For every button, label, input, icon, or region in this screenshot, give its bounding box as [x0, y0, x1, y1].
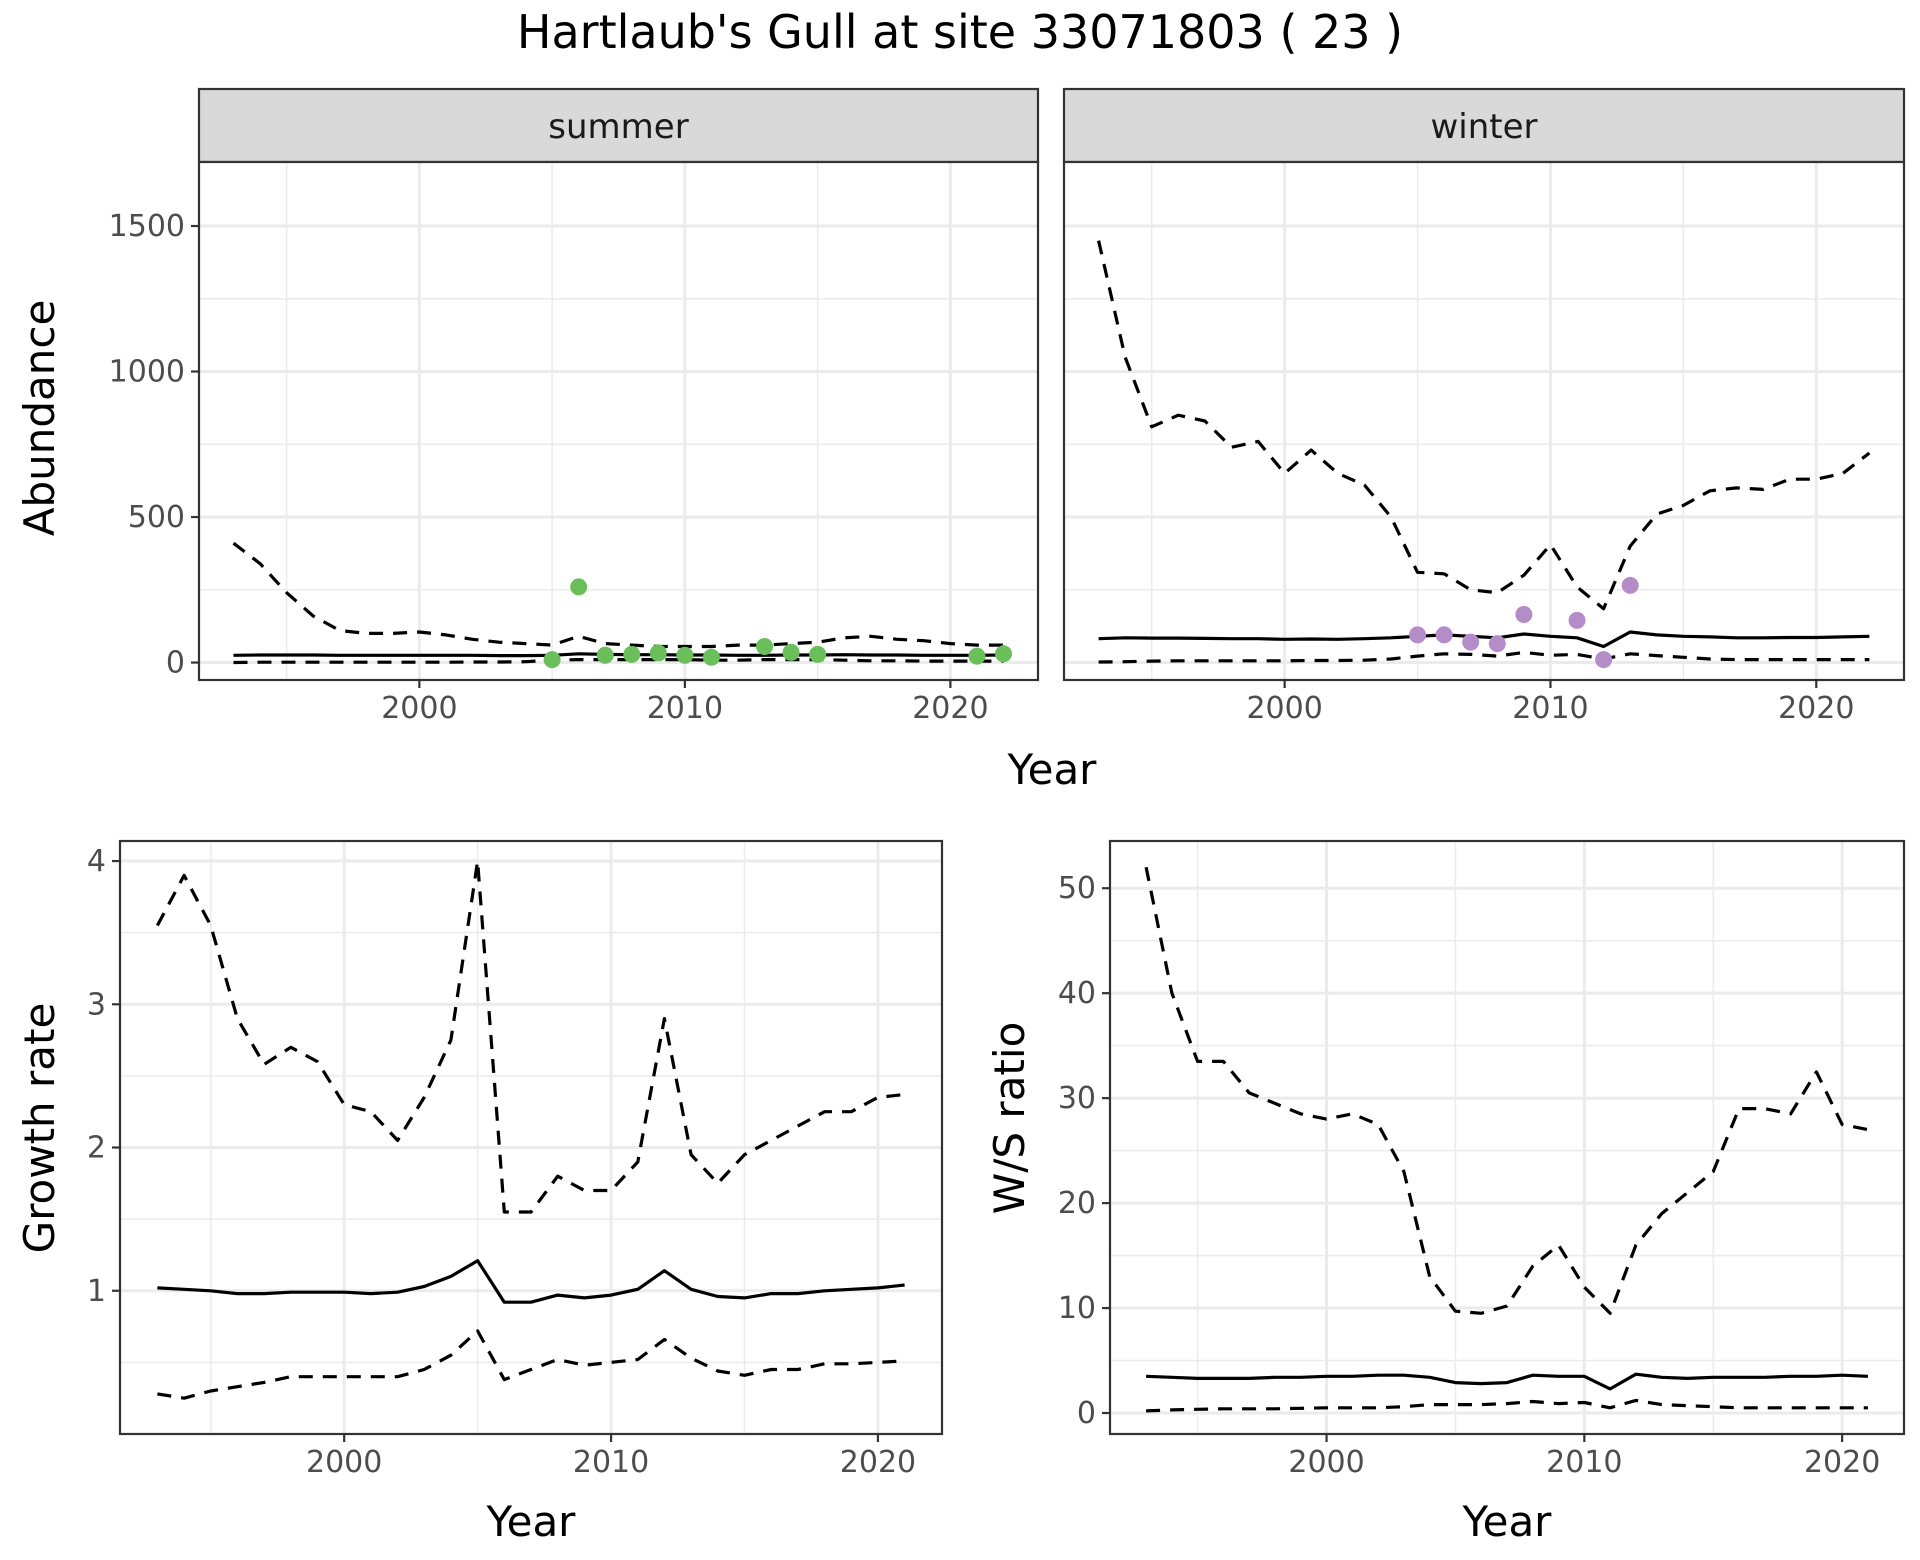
y-tick-label: 1500: [109, 209, 185, 244]
data-point: [994, 645, 1012, 663]
chart-panel-summer: 2000 2010 2020 0 500 1000 1500: [109, 160, 1040, 726]
y-tick-label: 1: [87, 1274, 106, 1309]
panel-border: [197, 160, 1040, 682]
x-tick-label: 2000: [1246, 691, 1322, 726]
data-point: [1488, 635, 1506, 653]
y-tick-label: 500: [128, 500, 185, 535]
x-tick-label: 2000: [306, 1445, 382, 1480]
data-point: [1462, 633, 1480, 651]
y-tick-label: 0: [1077, 1396, 1096, 1431]
y-tick-label: 0: [166, 646, 185, 681]
panel-background: [199, 162, 1038, 680]
chart-panel-ratio: 2000 2010 2020 0 10 20 30 40 50: [1058, 839, 1906, 1480]
x-tick-label: 2000: [381, 691, 457, 726]
data-point: [809, 645, 827, 663]
series-line-mean: [1098, 630, 1870, 649]
y-tick-label: 40: [1058, 976, 1096, 1011]
series-line-upper: [232, 541, 1004, 649]
series-line-mean: [157, 1259, 905, 1304]
growth-x-axis-title: Year: [486, 1497, 577, 1546]
data-point: [968, 647, 986, 665]
strip-label-winter: winter: [1430, 107, 1537, 147]
panel-background: [120, 841, 942, 1434]
y-tick-label: 3: [87, 987, 106, 1022]
x-tick-label: 2020: [912, 691, 988, 726]
y-tick-label: 10: [1058, 1291, 1096, 1326]
series-line-upper: [155, 859, 905, 1214]
data-point: [782, 643, 800, 661]
data-point: [1409, 626, 1427, 644]
y-tick-label: 1000: [109, 355, 185, 390]
x-tick-label: 2010: [1512, 691, 1588, 726]
ratio-y-axis-title: W/S ratio: [985, 1022, 1034, 1215]
x-tick-label: 2010: [647, 691, 723, 726]
series-line-upper: [1144, 866, 1869, 1315]
strip-label-summer: summer: [548, 107, 688, 147]
data-point: [596, 646, 614, 664]
data-point: [702, 648, 720, 666]
y-tick-label: 4: [87, 844, 106, 879]
abundance-x-axis-title: Year: [1007, 745, 1098, 794]
series-line-lower: [1098, 650, 1870, 664]
panel-border: [1108, 839, 1906, 1436]
panel-border: [1062, 160, 1906, 682]
y-tick-label: 50: [1058, 871, 1096, 906]
x-tick-label: 2010: [1546, 1445, 1622, 1480]
x-tick-label: 2020: [1804, 1445, 1880, 1480]
y-tick-label: 2: [87, 1131, 106, 1166]
data-point: [676, 646, 694, 664]
series-line-lower: [233, 657, 1004, 665]
x-tick-label: 2000: [1288, 1445, 1364, 1480]
series-line-upper: [1097, 240, 1871, 611]
panel-background: [1064, 162, 1904, 680]
data-point: [543, 651, 561, 669]
x-tick-label: 2010: [573, 1445, 649, 1480]
panel-background: [1110, 841, 1904, 1434]
panel-border: [118, 839, 944, 1436]
figure-title: Hartlaub's Gull at site 33071803 ( 23 ): [517, 5, 1403, 59]
series-line-mean: [1146, 1372, 1868, 1391]
series-line-lower: [157, 1329, 905, 1400]
series-line-lower: [1146, 1398, 1868, 1413]
series-line-mean: [233, 652, 1004, 658]
chart-panel-winter: 2000 2010 2020: [1062, 160, 1906, 726]
ratio-x-axis-title: Year: [1462, 1497, 1553, 1546]
data-point: [1515, 606, 1533, 624]
data-point: [623, 645, 641, 663]
data-point: [1435, 626, 1453, 644]
y-tick-label: 20: [1058, 1186, 1096, 1221]
data-point: [1568, 611, 1586, 629]
strip-summer-background: [197, 87, 1040, 164]
data-point: [1595, 651, 1613, 669]
data-point: [1621, 576, 1639, 594]
data-point: [570, 578, 588, 596]
x-tick-label: 2020: [1778, 691, 1854, 726]
abundance-y-axis-title: Abundance: [15, 300, 64, 537]
growth-y-axis-title: Growth rate: [15, 1003, 64, 1254]
y-tick-label: 30: [1058, 1081, 1096, 1116]
data-point: [649, 644, 667, 662]
chart-panel-growth: 2000 2010 2020 1 2 3 4: [87, 839, 944, 1480]
strip-winter-background: [1062, 87, 1906, 164]
x-tick-label: 2020: [840, 1445, 916, 1480]
data-point: [756, 638, 774, 656]
